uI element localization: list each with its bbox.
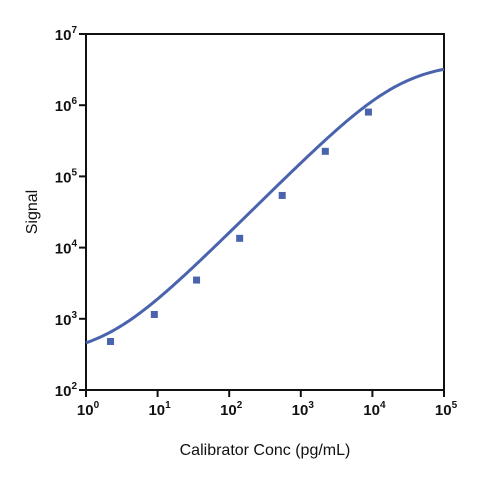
x-tick-base: 10 <box>148 402 165 419</box>
x-tick-exponent: 4 <box>380 400 386 411</box>
x-tick-label: 104 <box>363 400 386 419</box>
y-tick-base: 10 <box>55 312 72 329</box>
x-tick-label: 105 <box>435 400 458 419</box>
x-tick-label: 100 <box>77 400 100 419</box>
data-point <box>150 310 158 318</box>
y-tick-label: 103 <box>55 310 78 329</box>
y-tick-label: 105 <box>55 167 78 186</box>
y-tick-exponent: 2 <box>71 381 77 392</box>
y-tick-base: 10 <box>55 98 72 115</box>
x-tick-base: 10 <box>435 402 452 419</box>
x-tick-label: 102 <box>220 400 243 419</box>
fit-curve <box>85 67 445 345</box>
y-tick-label: 107 <box>55 25 78 44</box>
x-tick-exponent: 0 <box>94 400 100 411</box>
y-tick-exponent: 7 <box>71 25 77 36</box>
x-tick-base: 10 <box>363 402 380 419</box>
x-axis-title: Calibrator Conc (pg/mL) <box>180 442 351 459</box>
y-tick-exponent: 6 <box>71 96 77 107</box>
x-axis-ticks: 100 101 102 103 104 105 <box>77 390 458 419</box>
y-tick-exponent: 5 <box>71 167 77 178</box>
data-point <box>193 276 201 284</box>
y-tick-exponent: 4 <box>71 239 77 250</box>
y-tick-label: 102 <box>55 381 78 400</box>
y-tick-label: 104 <box>55 239 78 258</box>
y-axis-title: Signal <box>24 190 41 234</box>
x-tick-label: 103 <box>292 400 315 419</box>
y-tick-exponent: 3 <box>71 310 77 321</box>
plot-frame <box>85 33 445 391</box>
data-point <box>278 191 286 199</box>
x-tick-exponent: 1 <box>165 400 171 411</box>
data-point <box>364 108 372 116</box>
x-tick-base: 10 <box>292 402 309 419</box>
data-point <box>236 234 244 242</box>
data-point <box>321 147 329 155</box>
x-tick-base: 10 <box>220 402 237 419</box>
x-tick-label: 101 <box>148 400 171 419</box>
y-tick-base: 10 <box>55 241 72 258</box>
y-tick-base: 10 <box>55 383 72 400</box>
x-tick-base: 10 <box>77 402 94 419</box>
y-tick-label: 106 <box>55 96 78 115</box>
y-tick-base: 10 <box>55 169 72 186</box>
x-tick-exponent: 3 <box>308 400 314 411</box>
data-point <box>107 337 115 345</box>
data-points <box>107 108 372 345</box>
x-tick-exponent: 2 <box>237 400 243 411</box>
x-tick-exponent: 5 <box>452 400 458 411</box>
y-tick-base: 10 <box>55 27 72 44</box>
